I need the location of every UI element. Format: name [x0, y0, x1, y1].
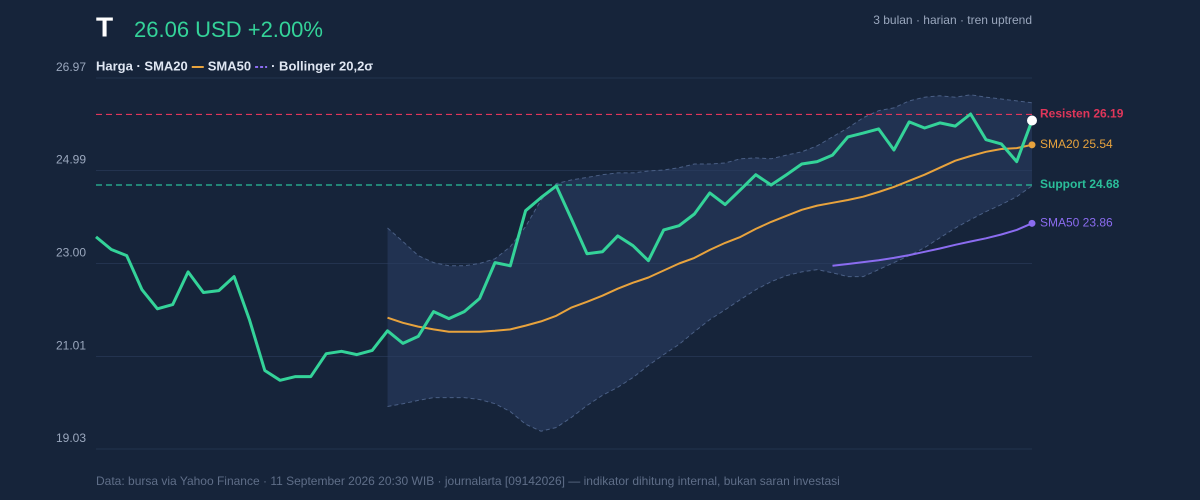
legend: Harga · SMA20 SMA50 · Bollinger 20,2σ: [96, 58, 373, 73]
y-tick-label: 26.97: [56, 60, 86, 74]
level-label: Resisten 26.19: [1040, 107, 1124, 121]
series-line: [387, 143, 1033, 333]
series-line: [832, 222, 1033, 267]
subtitle: 3 bulan · harian · tren uptrend: [873, 13, 1032, 27]
end-dot: [1027, 115, 1037, 126]
end-label: SMA20 25.54: [1040, 137, 1113, 151]
legend-label: · Bollinger 20,2σ: [271, 58, 373, 73]
level-label: Support 24.68: [1040, 177, 1120, 191]
legend-label: Harga · SMA20: [96, 58, 188, 73]
y-tick-label: 23.00: [56, 246, 86, 260]
ticker: T: [96, 11, 113, 42]
band-fill: [387, 94, 1032, 432]
band-upper: [387, 94, 1033, 267]
band-lower: [387, 185, 1033, 432]
legend-label: SMA50: [208, 58, 251, 73]
end-dot: [1028, 219, 1036, 227]
source: Data: bursa via Yahoo Finance · 11 Septe…: [96, 474, 840, 488]
series-line: [95, 112, 1034, 382]
y-tick-label: 19.03: [56, 431, 86, 445]
price-text: 26.06 USD +2.00%: [134, 17, 323, 42]
end-label: SMA50 23.86: [1040, 215, 1113, 229]
end-dot: [1028, 141, 1036, 149]
y-tick-label: 21.01: [56, 339, 86, 353]
y-tick-label: 24.99: [56, 153, 86, 167]
